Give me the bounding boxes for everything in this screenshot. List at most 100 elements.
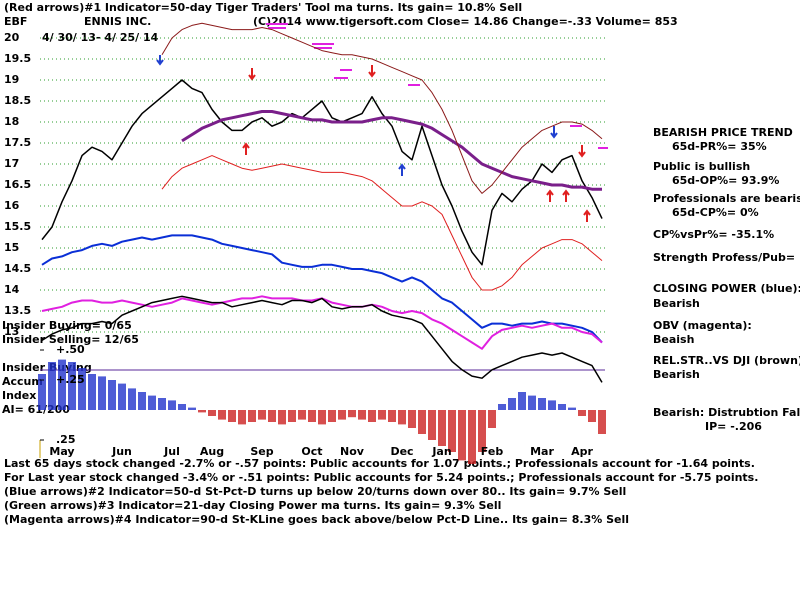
footer-line: For Last year stock changed -3.4% or -.5…	[4, 471, 758, 484]
accum-bar	[438, 410, 446, 446]
right-note: Bearish	[653, 368, 700, 381]
accum-bar	[158, 398, 166, 410]
accum-bar	[268, 410, 276, 422]
accum-bar	[288, 410, 296, 422]
right-note: CP%vsPr%= -35.1%	[653, 228, 774, 241]
y2-tick-label: .25	[56, 433, 76, 446]
plot-area	[38, 22, 606, 464]
ticker: EBF	[4, 15, 27, 28]
right-note: IP= -.206	[705, 420, 762, 433]
accum-bar	[528, 395, 536, 410]
y-tick-label: 16	[4, 199, 20, 212]
accum-bar	[378, 410, 386, 420]
right-note: Strength Profess/Pub= 1.5	[653, 251, 800, 264]
accum-bar	[578, 410, 586, 416]
accum-bar	[168, 400, 176, 410]
left-note: Accum	[2, 375, 43, 388]
x-tick-label: Apr	[571, 445, 593, 458]
accum-bar	[348, 410, 356, 418]
left-note: Insider Selling= 12/65	[2, 333, 139, 346]
magenta-arrow	[570, 125, 608, 149]
accum-bar	[58, 359, 66, 410]
accum-bar	[68, 362, 76, 410]
header-line: (C)2014 www.tigersoft.com Close= 14.86 C…	[253, 15, 678, 28]
accum-bar	[278, 410, 286, 425]
y-tick-label: 15.5	[4, 220, 31, 233]
accum-bar	[238, 410, 246, 425]
accum-bar	[218, 410, 226, 420]
accum-bar	[408, 410, 416, 428]
series-line	[181, 110, 602, 191]
series-line	[41, 295, 603, 383]
y2-tick-label: +.50	[56, 343, 85, 356]
y-tick-label: 19	[4, 73, 19, 86]
accum-bar	[38, 374, 46, 410]
x-tick-label: Jun	[111, 445, 132, 458]
accum-bar	[498, 404, 506, 410]
series-line	[41, 79, 603, 266]
y-tick-label: 18.5	[4, 94, 31, 107]
footer-line: (Blue arrows)#2 Indicator=50-d St-Pct-D …	[4, 485, 626, 498]
magenta-arrow	[266, 23, 288, 29]
x-tick-label: Nov	[340, 445, 365, 458]
accum-bar	[448, 410, 456, 452]
accum-bar	[208, 410, 216, 416]
accum-bar	[418, 410, 426, 434]
blue-arrow	[550, 126, 558, 139]
y2-tick-label: +.25	[56, 373, 85, 386]
right-note: 65d-CP%= 0%	[672, 206, 759, 219]
accum-bar	[248, 410, 256, 422]
y-tick-label: 13.5	[4, 304, 31, 317]
right-note: Bearish	[653, 297, 700, 310]
accum-bar	[598, 410, 606, 434]
accum-bar	[128, 388, 136, 410]
series-line	[41, 234, 603, 344]
y-tick-label: 17.5	[4, 136, 31, 149]
accum-bar	[48, 362, 56, 410]
footer-line: Last 65 days stock changed -2.7% or -.57…	[4, 457, 755, 470]
right-note: OBV (magenta):	[653, 319, 752, 332]
left-note: Index	[2, 389, 36, 402]
accum-bar	[388, 410, 396, 422]
right-note: Professionals are bearish	[653, 192, 800, 205]
chart-title: ENNIS INC.	[84, 15, 151, 28]
accum-bar	[148, 395, 156, 410]
accum-bar	[568, 407, 576, 410]
accum-bar	[428, 410, 436, 440]
accum-bar	[178, 404, 186, 410]
y-tick-label: 15	[4, 241, 19, 254]
x-tick-label: Aug	[200, 445, 224, 458]
x-tick-label: Jul	[163, 445, 180, 458]
left-note: Insider Buying= 0/65	[2, 319, 132, 332]
x-tick-label: Dec	[390, 445, 413, 458]
x-tick-label: May	[49, 445, 74, 458]
accum-bar	[88, 374, 96, 410]
x-tick-label: Mar	[530, 445, 554, 458]
accum-bar	[338, 410, 346, 420]
accum-bar	[558, 404, 566, 410]
accum-bar	[298, 410, 306, 420]
accum-bar	[318, 410, 326, 425]
y-tick-label: 13	[4, 325, 19, 338]
x-tick-label: Jan	[431, 445, 451, 458]
accum-bar	[138, 392, 146, 410]
right-note: 65d-PR%= 35%	[672, 140, 767, 153]
red-arrow	[248, 68, 256, 81]
accum-bar	[588, 410, 596, 422]
accum-bar	[468, 410, 476, 464]
accum-bar	[488, 410, 496, 428]
y-tick-label: 19.5	[4, 52, 31, 65]
accum-bar	[368, 410, 376, 422]
footer-line: (Magenta arrows)#4 Indicator=90-d St-KLi…	[4, 513, 629, 526]
right-note: 65d-OP%= 93.9%	[672, 174, 779, 187]
accum-bar	[328, 410, 336, 422]
x-tick-label: Feb	[481, 445, 504, 458]
right-note: Public is bullish	[653, 160, 750, 173]
accum-bar	[188, 407, 196, 410]
y-tick-label: 18	[4, 115, 19, 128]
red-arrow	[583, 209, 591, 222]
right-note: BEARISH PRICE TREND	[653, 126, 793, 139]
right-note: Beaish	[653, 333, 694, 346]
accum-bar	[118, 383, 126, 410]
